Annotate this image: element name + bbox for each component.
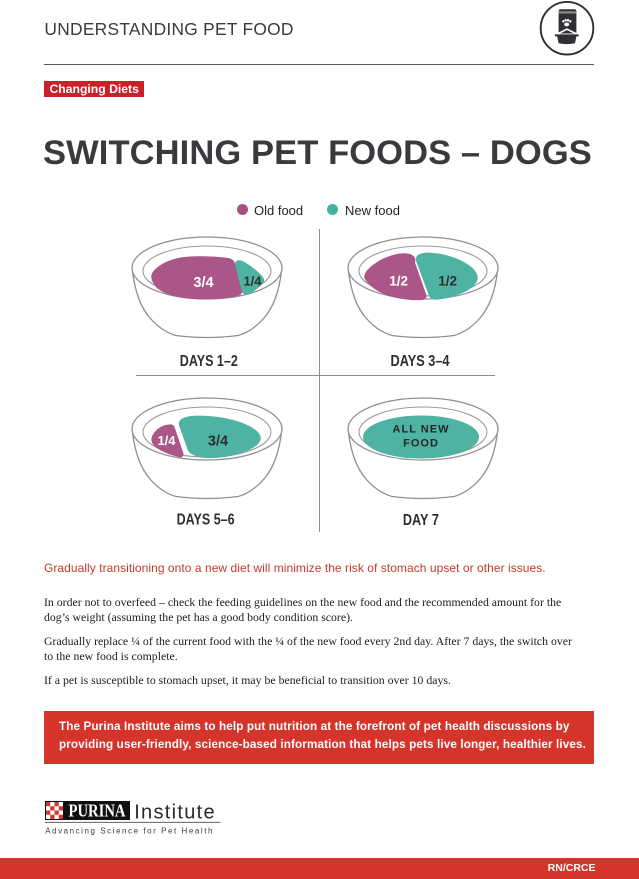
svg-text:1/2: 1/2	[389, 274, 408, 289]
svg-text:Advancing Science for Pet Heal: Advancing Science for Pet Health	[45, 826, 214, 835]
svg-text:3/4: 3/4	[193, 275, 213, 291]
svg-text:DAYS 5–6: DAYS 5–6	[177, 512, 235, 529]
svg-text:1/4: 1/4	[243, 274, 262, 289]
svg-text:PURINA: PURINA	[69, 801, 126, 821]
svg-text:1/4: 1/4	[157, 433, 176, 448]
svg-text:DAYS 1–2: DAYS 1–2	[180, 353, 238, 370]
svg-text:DAYS 3–4: DAYS 3–4	[391, 353, 450, 370]
svg-text:3/4: 3/4	[208, 434, 228, 450]
svg-text:FOOD: FOOD	[403, 438, 439, 450]
svg-text:Institute: Institute	[134, 801, 216, 823]
svg-text:1/2: 1/2	[438, 274, 457, 289]
svg-text:DAY 7: DAY 7	[403, 512, 439, 529]
svg-text:ALL NEW: ALL NEW	[393, 424, 450, 436]
